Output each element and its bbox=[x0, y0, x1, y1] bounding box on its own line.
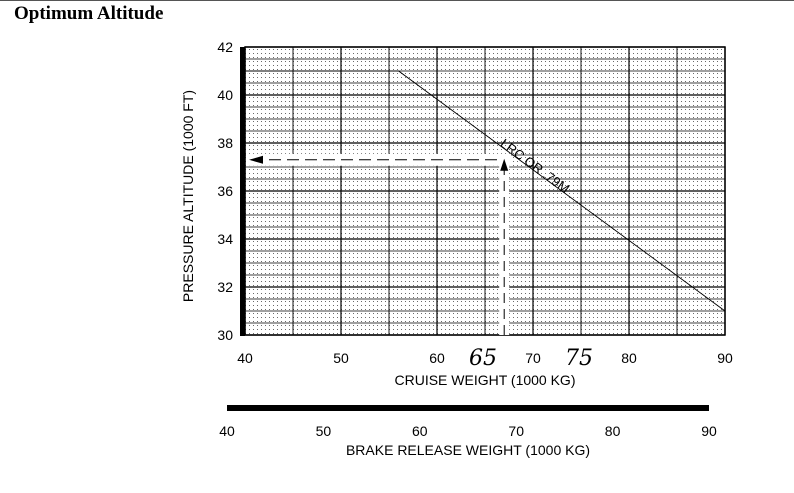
guide-h-arrowhead bbox=[249, 155, 263, 164]
x2-tick-label: 40 bbox=[219, 423, 235, 439]
y-axis-bar bbox=[240, 47, 245, 336]
x2-tick-label: 80 bbox=[605, 423, 621, 439]
x-tick-label: 40 bbox=[237, 350, 253, 366]
series-line-lrc bbox=[245, 70, 726, 312]
page-title: Optimum Altitude bbox=[14, 3, 164, 24]
brake-release-axis: 40 50 60 70 80 90 bbox=[219, 405, 717, 439]
x-tick-label: 80 bbox=[621, 350, 637, 366]
x2-tick-label: 60 bbox=[412, 423, 428, 439]
x2-axis-label: BRAKE RELEASE WEIGHT (1000 KG) bbox=[346, 442, 590, 458]
handwritten-note: 75 bbox=[565, 346, 593, 371]
y-tick-label: 34 bbox=[217, 231, 233, 247]
tick-labels: 30 32 34 36 38 40 42 40 50 60 70 80 90 65 75 bbox=[217, 39, 733, 371]
x-tick-label: 90 bbox=[717, 350, 733, 366]
x2-tick-label: 90 bbox=[701, 423, 717, 439]
x2-axis-bar bbox=[227, 405, 709, 411]
x2-tick-label: 70 bbox=[508, 423, 524, 439]
x-tick-label: 60 bbox=[429, 350, 445, 366]
x-tick-label: 50 bbox=[333, 350, 349, 366]
x2-tick-label: 50 bbox=[316, 423, 332, 439]
guide-v-arrowhead bbox=[500, 158, 509, 171]
x-tick-label: 70 bbox=[525, 350, 541, 366]
grid-lines bbox=[240, 46, 726, 336]
handwritten-note: 65 bbox=[469, 346, 497, 371]
y-tick-label: 30 bbox=[217, 327, 233, 343]
y-axis-label: PRESSURE ALTITUDE (1000 FT) bbox=[180, 90, 196, 302]
top-border bbox=[0, 0, 794, 1]
y-tick-label: 42 bbox=[217, 39, 233, 55]
y-tick-label: 32 bbox=[217, 279, 233, 295]
y-tick-label: 38 bbox=[217, 135, 233, 151]
x-axis-label: CRUISE WEIGHT (1000 KG) bbox=[394, 372, 575, 388]
y-tick-label: 36 bbox=[217, 183, 233, 199]
y-tick-label: 40 bbox=[217, 87, 233, 103]
